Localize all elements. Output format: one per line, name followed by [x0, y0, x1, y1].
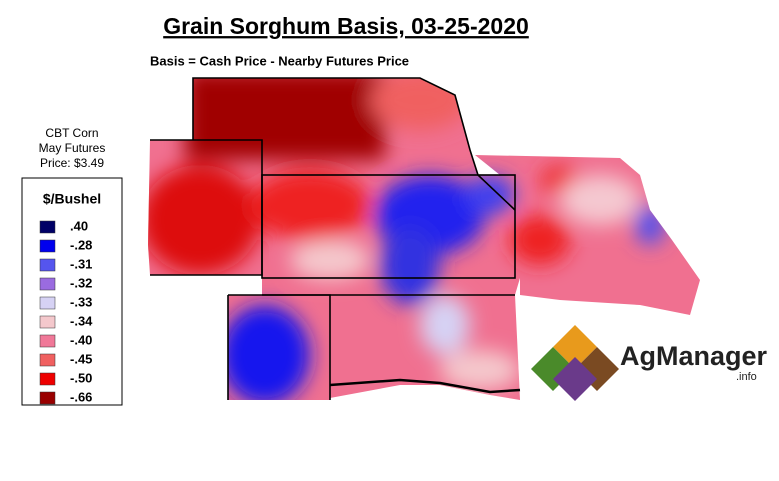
futures-note: CBT Corn: [45, 126, 98, 140]
legend-label: -.50: [70, 370, 92, 385]
subtitle: Basis = Cash Price - Nearby Futures Pric…: [150, 53, 409, 68]
legend-label: -.40: [70, 332, 92, 347]
legend-swatch: [39, 220, 56, 234]
title: Grain Sorghum Basis, 03-25-2020: [163, 13, 529, 39]
logo-name: AgManager: [620, 341, 768, 371]
legend-label: -.66: [70, 389, 92, 404]
legend-swatch: [39, 372, 56, 386]
legend-label: -.34: [70, 313, 93, 328]
state-borders: [150, 77, 521, 400]
futures-note: May Futures: [39, 141, 106, 155]
legend-swatch: [39, 334, 56, 348]
legend-swatch: [39, 258, 56, 272]
legend-label: -.31: [70, 256, 92, 271]
legend-title: $/Bushel: [43, 191, 101, 207]
legend-swatch: [39, 353, 56, 367]
legend-swatch: [39, 296, 56, 310]
logo-suffix: .info: [736, 371, 757, 383]
legend-label: .40: [70, 218, 88, 233]
legend-box: [21, 177, 123, 406]
legend-label: -.45: [70, 351, 92, 366]
legend-swatch: [39, 277, 56, 291]
legend-swatch: [39, 239, 56, 253]
legend-swatch: [39, 315, 56, 329]
basis-map: [148, 78, 700, 400]
legend-label: -.28: [70, 237, 92, 252]
legend-label: -.33: [70, 294, 92, 309]
legend: $/Bushel .40 -.28 -.31 -.32 -.33 -.34 -.40 -.45…: [21, 177, 123, 406]
futures-note: Price: $3.49: [40, 156, 104, 170]
legend-swatch: [39, 391, 56, 405]
logo: AgManager .info: [531, 325, 768, 401]
legend-label: -.32: [70, 275, 92, 290]
